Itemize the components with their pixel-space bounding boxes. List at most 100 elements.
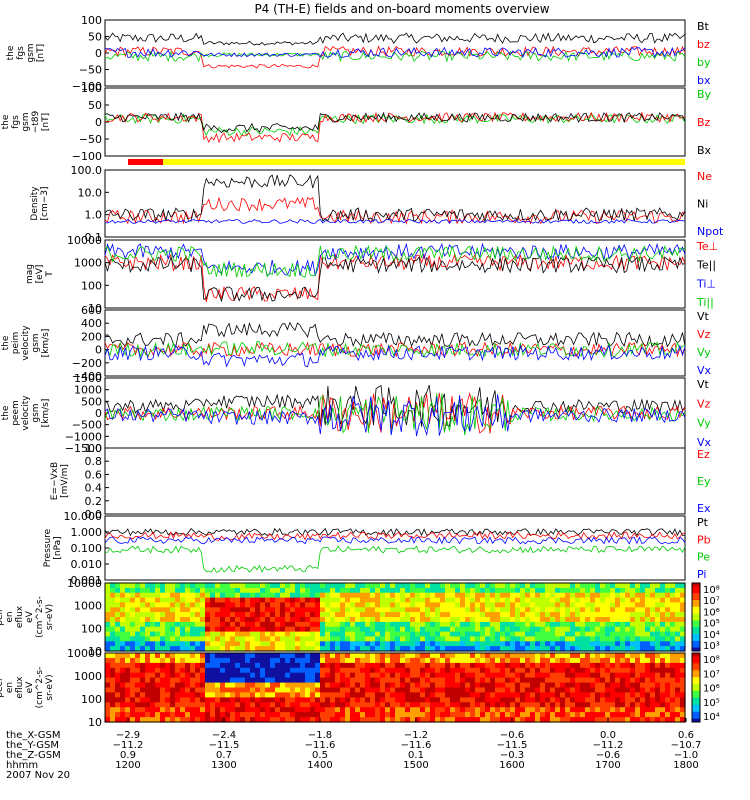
heatmap-cell xyxy=(210,697,216,703)
heatmap-cell xyxy=(660,677,666,684)
heatmap-cell xyxy=(645,621,651,628)
heatmap-cell xyxy=(250,621,256,628)
heatmap-cell xyxy=(315,682,321,689)
ylabel-line: gsm xyxy=(31,333,41,352)
heatmap-cell xyxy=(425,641,431,647)
heatmap-cell xyxy=(150,597,156,604)
legend-ni: Ni xyxy=(697,198,708,211)
heatmap-cell xyxy=(560,707,566,713)
heatmap-cell xyxy=(310,687,316,693)
heatmap-cell xyxy=(115,617,121,623)
heatmap-cell xyxy=(130,682,136,689)
heatmap-cell xyxy=(290,587,296,594)
heatmap-cell xyxy=(140,687,146,693)
xaxis-value: −10.7 xyxy=(671,740,702,751)
heatmap-cell xyxy=(175,592,181,599)
heatmap-cell xyxy=(595,626,601,633)
heatmap-cell xyxy=(320,626,326,633)
heatmap-cell xyxy=(225,692,231,698)
heatmap-cell xyxy=(175,607,181,613)
heatmap-cell xyxy=(215,621,221,628)
heatmap-cell xyxy=(525,657,531,664)
heatmap-cell xyxy=(535,692,541,698)
heatmap-cell xyxy=(355,677,361,684)
heatmap-cell xyxy=(680,717,686,723)
heatmap-cell xyxy=(245,717,251,723)
heatmap-cell xyxy=(450,682,456,689)
heatmap-cell xyxy=(140,702,146,708)
heatmap-cell xyxy=(280,602,286,608)
heatmap-cell xyxy=(320,621,326,628)
heatmap-cell xyxy=(385,707,391,713)
heatmap-cell xyxy=(580,672,586,679)
heatmap-cell xyxy=(160,692,166,698)
heatmap-cell xyxy=(305,602,311,608)
heatmap-cell xyxy=(615,697,621,703)
legend-ey: Ey xyxy=(697,475,711,488)
heatmap-cell xyxy=(455,687,461,693)
heatmap-cell xyxy=(560,697,566,703)
heatmap-cell xyxy=(300,592,306,599)
colorbar-frame xyxy=(691,652,701,723)
heatmap-cell xyxy=(430,672,436,679)
heatmap-cell xyxy=(530,587,536,594)
heatmap-cell xyxy=(310,677,316,684)
panel-5: thepeimvelocitygsm[km/s]6004002000−200−4… xyxy=(1,304,712,383)
heatmap-cell xyxy=(630,631,636,638)
heatmap-cell xyxy=(585,712,591,718)
heatmap-cell xyxy=(145,672,151,679)
ytick-label: −1000 xyxy=(65,430,102,443)
heatmap-cell xyxy=(215,687,221,693)
heatmap-cell xyxy=(185,602,191,608)
ytick-label: 1000 xyxy=(74,257,102,270)
heatmap-cell xyxy=(590,612,596,618)
heatmap-cell xyxy=(150,712,156,718)
heatmap-cell xyxy=(290,607,296,613)
heatmap-cell xyxy=(670,587,676,594)
heatmap-cell xyxy=(495,677,501,684)
heatmap-cell xyxy=(405,583,411,589)
heatmap-cell xyxy=(460,587,466,594)
heatmap-cell xyxy=(170,702,176,708)
heatmap-cell xyxy=(485,677,491,684)
heatmap-cell xyxy=(665,667,671,674)
heatmap-cell xyxy=(410,597,416,604)
heatmap-cell xyxy=(160,702,166,708)
heatmap-cell xyxy=(630,626,636,633)
heatmap-cell xyxy=(425,692,431,698)
heatmap-cell xyxy=(470,682,476,689)
heatmap-cell xyxy=(490,692,496,698)
panel-6: thepeemvelocitygsm[km/s]150010005000−500… xyxy=(1,372,712,455)
heatmap-cell xyxy=(355,631,361,638)
heatmap-cell xyxy=(640,607,646,613)
heatmap-cell xyxy=(390,657,396,664)
heatmap-cell xyxy=(570,641,576,647)
heatmap-cell xyxy=(560,702,566,708)
heatmap-cell xyxy=(340,631,346,638)
heatmap-cell xyxy=(110,712,116,718)
heatmap-cell xyxy=(515,672,521,679)
heatmap-cell xyxy=(570,631,576,638)
heatmap-cell xyxy=(430,631,436,638)
heatmap-cell xyxy=(350,717,356,723)
heatmap-cell xyxy=(390,592,396,599)
heatmap-cell xyxy=(265,636,271,642)
heatmap-cell xyxy=(250,602,256,608)
heatmap-cell xyxy=(680,646,686,652)
heatmap-cell xyxy=(535,657,541,664)
heatmap-cell xyxy=(215,617,221,623)
heatmap-cell xyxy=(270,667,276,674)
heatmap-cell xyxy=(620,702,626,708)
heatmap-cell xyxy=(390,687,396,693)
heatmap-cell xyxy=(595,597,601,604)
heatmap-cell xyxy=(510,672,516,679)
heatmap-cell xyxy=(420,702,426,708)
heatmap-cell xyxy=(515,653,521,659)
heatmap-cell xyxy=(650,636,656,642)
heatmap-cell xyxy=(365,657,371,664)
heatmap-cell xyxy=(175,621,181,628)
heatmap-cell xyxy=(285,612,291,618)
heatmap-cell xyxy=(535,597,541,604)
heatmap-cell xyxy=(425,626,431,633)
heatmap-cell xyxy=(585,677,591,684)
